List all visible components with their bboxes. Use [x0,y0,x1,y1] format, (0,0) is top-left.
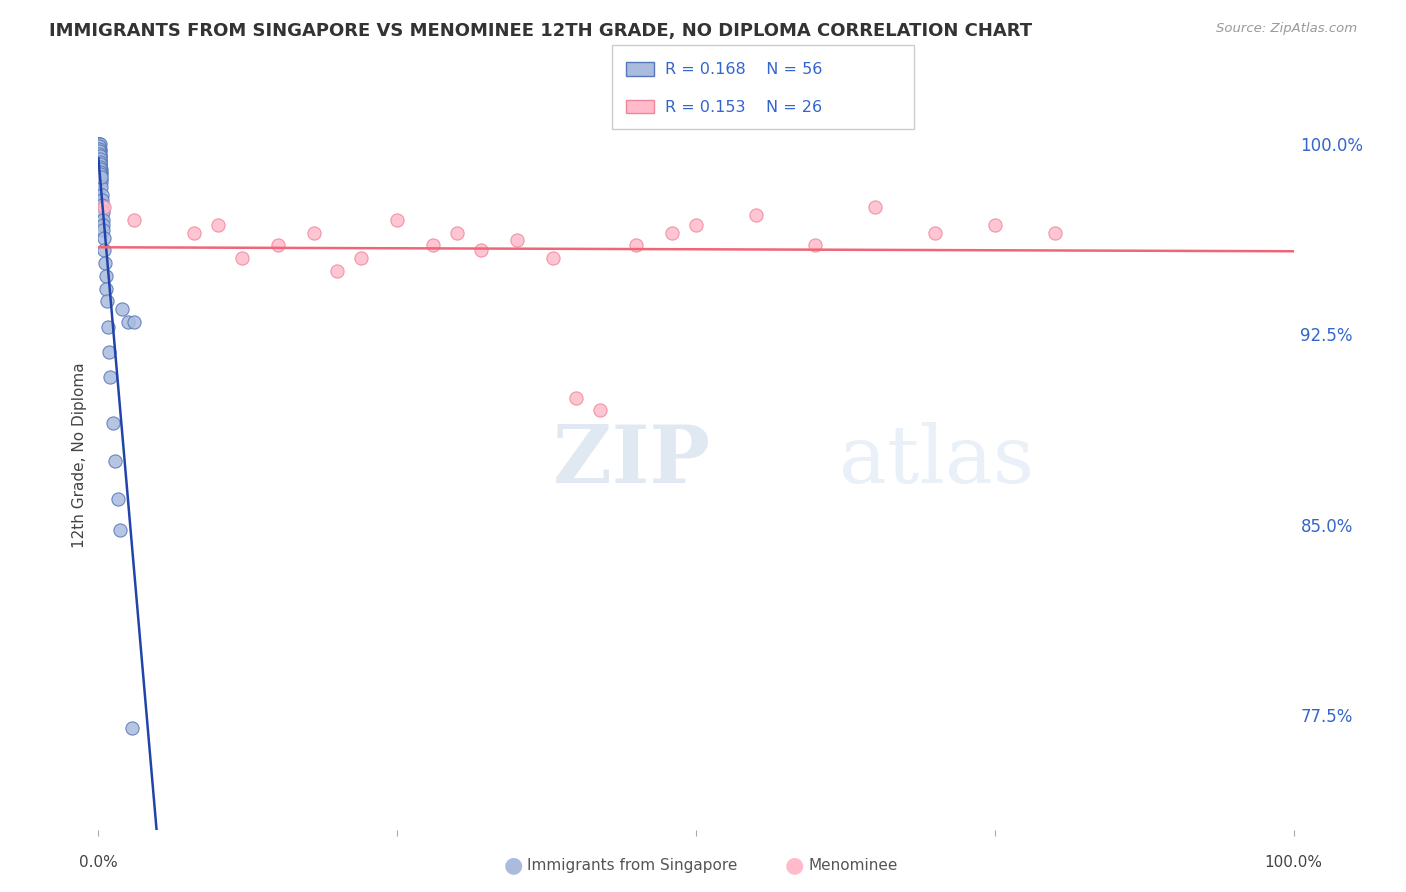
Point [350,251,373,265]
Point [89,160,111,174]
Point [89,162,111,177]
Point [121,721,143,735]
Point [90,172,112,186]
Point [89,142,111,156]
Point [89,165,111,179]
Point [89,136,111,151]
Point [89,157,111,171]
Text: Menominee: Menominee [808,858,898,872]
Point [89,136,111,151]
Point [470,244,492,258]
Point [93,223,115,237]
Point [89,136,111,151]
Point [98,370,122,384]
Point [589,403,612,417]
Point [90,187,112,202]
Point [93,200,115,214]
Text: 0.0%: 0.0% [79,855,118,870]
Point [89,152,111,166]
Point [865,200,887,214]
Point [117,315,139,329]
Point [94,256,117,270]
Point [89,167,111,181]
Point [541,251,564,265]
Point [89,157,111,171]
Point [124,213,146,227]
Text: R = 0.168    N = 56: R = 0.168 N = 56 [665,62,823,77]
Point [91,193,114,207]
Point [90,175,112,189]
Point [87,136,110,151]
Point [804,238,827,252]
Point [89,149,111,163]
Point [326,264,349,278]
Point [1043,226,1066,240]
Point [90,180,112,194]
Point [89,136,111,151]
Point [93,231,115,245]
Point [89,145,111,159]
Point [924,226,946,240]
Point [89,149,111,163]
Point [89,154,111,169]
Point [446,226,468,240]
Point [90,165,112,179]
Point [207,218,229,232]
Point [89,154,111,169]
Point [91,205,114,219]
Text: ●: ● [503,855,523,875]
Point [267,238,290,252]
Point [97,319,120,334]
Point [984,218,1007,232]
Point [108,523,131,537]
Text: Source: ZipAtlas.com: Source: ZipAtlas.com [1216,22,1357,36]
Point [124,315,146,329]
Text: R = 0.153    N = 26: R = 0.153 N = 26 [665,100,823,114]
Text: Immigrants from Singapore: Immigrants from Singapore [527,858,738,872]
Point [422,238,444,252]
Point [89,139,111,153]
Text: 100.0%: 100.0% [1264,855,1323,870]
Point [685,218,707,232]
Point [90,169,112,184]
Point [89,147,111,161]
Point [111,301,134,316]
Point [90,162,112,177]
Point [89,152,111,166]
Text: IMMIGRANTS FROM SINGAPORE VS MENOMINEE 12TH GRADE, NO DIPLOMA CORRELATION CHART: IMMIGRANTS FROM SINGAPORE VS MENOMINEE 1… [49,22,1032,40]
Point [90,167,112,181]
Point [183,226,205,240]
Point [385,213,409,227]
Point [93,244,115,258]
Point [89,142,111,156]
Point [231,251,253,265]
Point [302,226,325,240]
Point [565,391,588,405]
Point [91,218,114,232]
Point [89,145,111,159]
Point [506,233,529,247]
Point [89,147,111,161]
Point [91,198,114,212]
Point [661,226,683,240]
Point [96,281,118,295]
Y-axis label: 12th Grade, No Diploma: 12th Grade, No Diploma [72,362,87,548]
Text: ●: ● [785,855,804,875]
Point [626,238,648,252]
Point [101,416,124,430]
Point [91,213,114,227]
Point [104,454,127,468]
Point [96,294,118,309]
Point [94,268,117,283]
Text: ZIP: ZIP [553,422,710,500]
Point [89,160,111,174]
Point [107,492,129,507]
Point [98,345,121,359]
Text: atlas: atlas [839,422,1035,500]
Point [745,208,768,222]
